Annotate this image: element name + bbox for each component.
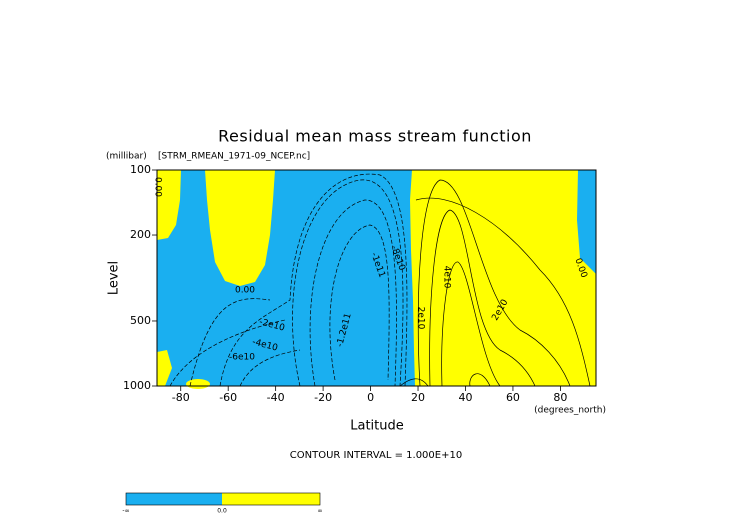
y-tick-label: 1000 (123, 379, 151, 392)
positive-region (186, 379, 210, 389)
contour-field (157, 170, 596, 389)
y-tick-label: 500 (130, 314, 151, 327)
x-tick-label: -40 (267, 391, 285, 404)
subtitle: [STRM_RMEAN_1971-09_NCEP.nc] (158, 152, 310, 162)
colorbar-positive (222, 493, 320, 505)
x-unit: (degrees_north) (534, 406, 606, 416)
colorbar-negative (126, 493, 222, 505)
contour-line (309, 199, 397, 387)
colorbar-label: 0.0 (217, 508, 227, 515)
colorbar-label: -∞ (122, 508, 129, 515)
y-tick-label: 200 (130, 228, 151, 241)
contour-line (429, 209, 536, 387)
contour-line (417, 179, 571, 387)
positive-region (205, 170, 275, 286)
x-tick-label: 0 (367, 391, 374, 404)
contour-label: 0.00 (235, 286, 255, 296)
positive-region (157, 170, 181, 240)
contour-line (399, 373, 491, 387)
x-tick-label: -80 (172, 391, 190, 404)
chart-title: Residual mean mass stream function (218, 127, 532, 146)
y-axis-label: Level (107, 261, 122, 295)
contour-label: 4e10 (442, 266, 452, 289)
contour-line (169, 319, 301, 387)
positive-region (410, 170, 596, 386)
contour-interval: CONTOUR INTERVAL = 1.000E+10 (290, 450, 462, 461)
contour-line (415, 197, 591, 387)
x-tick-label: 20 (411, 391, 425, 404)
x-tick-label: -60 (219, 391, 237, 404)
contour-line (292, 179, 404, 387)
colorbar-label: ∞ (318, 508, 323, 515)
plot-frame (156, 169, 597, 387)
contour-label: 2e10 (416, 307, 426, 330)
contour-line (219, 173, 408, 387)
contour-label: 0.00 (153, 177, 163, 197)
contour-line (329, 224, 390, 381)
contour-label: -6e10 (229, 353, 255, 363)
positive-region (157, 350, 172, 386)
contour-line (441, 261, 501, 387)
x-tick-label: 40 (458, 391, 472, 404)
contour-line (189, 298, 271, 387)
x-axis-label: Latitude (350, 419, 404, 434)
x-tick-label: 80 (553, 391, 567, 404)
x-tick-label: -20 (314, 391, 332, 404)
y-unit: (millibar) (106, 152, 147, 162)
colorbar: -∞ 0.0 ∞ (122, 492, 323, 515)
x-tick-label: 60 (506, 391, 520, 404)
colorbar-frame (125, 492, 321, 506)
y-tick-label: 100 (130, 163, 151, 176)
